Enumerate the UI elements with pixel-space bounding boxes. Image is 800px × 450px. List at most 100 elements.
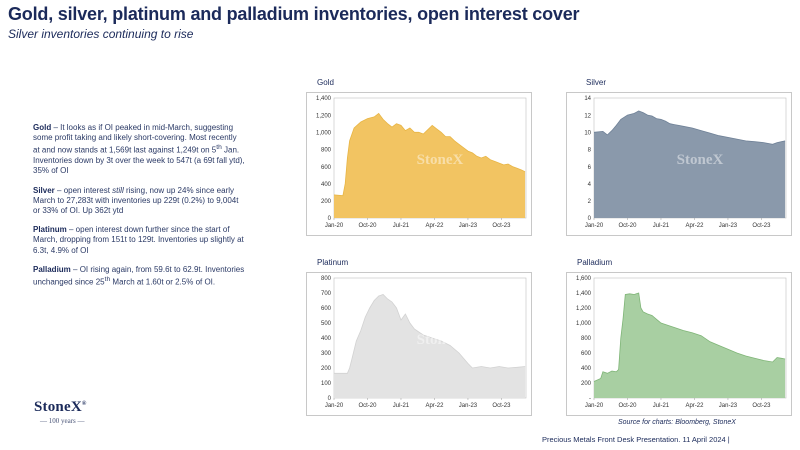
- gold-ytick-label: 800: [321, 148, 332, 154]
- platinum-xtick-label: Jan-23: [459, 403, 478, 409]
- platinum-ytick-label: 400: [321, 336, 332, 342]
- gold-xtick-label: Jan-23: [459, 223, 478, 229]
- palladium-area: [594, 293, 786, 398]
- silver-ytick-label: 12: [584, 113, 591, 119]
- palladium-ytick-label: 1,200: [576, 306, 592, 312]
- gold-area: [334, 113, 526, 218]
- silver-label: Silver: [33, 185, 55, 195]
- page-title: Gold, silver, platinum and palladium inv…: [8, 4, 580, 24]
- gold-watermark: StoneX: [417, 152, 464, 168]
- gold-xtick-label: Jan-20: [325, 223, 344, 229]
- logo-trademark: ®: [81, 401, 87, 407]
- silver-chart-svg: 0 2 4 6 8 10 12 14 Jan-20 Oct-20 Jul-21 Apr-22 Jan-2…: [566, 92, 792, 236]
- gold-label: Gold: [33, 123, 52, 132]
- gold-ytick-label: 1,200: [316, 113, 332, 119]
- platinum-chart-title: Platinum: [317, 258, 349, 267]
- source-note: Source for charts: Bloomberg, StoneX: [618, 419, 736, 426]
- silver-xtick-label: Jan-23: [719, 223, 738, 229]
- gold-ytick-label: 400: [321, 182, 332, 188]
- platinum-ytick-label: 700: [321, 291, 332, 297]
- palladium-ytick-label: 1,600: [576, 276, 592, 282]
- silver-xtick-label: Apr-22: [685, 223, 704, 229]
- platinum-ytick-label: 600: [321, 306, 332, 312]
- silver-text-1: – open interest: [54, 185, 113, 195]
- silver-ytick-label: 6: [588, 165, 592, 171]
- silver-commentary: Silver – open interest still rising, now…: [33, 186, 245, 217]
- platinum-line: [334, 294, 526, 374]
- gold-chart-title: Gold: [317, 78, 334, 87]
- gold-chart-svg: 0 200 400 600 800 1,000 1,200 1,400 Jan-20 Oct-20…: [306, 92, 532, 236]
- platinum-label: Platinum: [33, 225, 67, 235]
- palladium-line: [593, 292, 786, 382]
- palladium-label: Palladium: [33, 264, 71, 274]
- gold-ytick-label: 1,400: [316, 96, 332, 102]
- silver-ytick-label: 8: [588, 148, 592, 154]
- palladium-chart-title: Palladium: [577, 258, 613, 267]
- silver-xtick-label: Jan-20: [585, 223, 604, 229]
- silver-line: [593, 110, 786, 145]
- silver-ytick-label: 10: [584, 130, 591, 136]
- platinum-xtick-label: Jan-20: [325, 403, 344, 409]
- platinum-chart: 0 100 200 300 400 500 600 700 800 Jan-20 Oct-20 Jul…: [306, 272, 532, 416]
- commentary-panel: Gold – It looks as if OI peaked in mid-M…: [33, 123, 245, 297]
- silver-text-2: rising, now up 24% since early March to …: [33, 185, 239, 216]
- silver-xtick-label: Oct-23: [752, 223, 771, 229]
- palladium-ytick-label: -: [589, 396, 591, 402]
- platinum-watermark: StoneX: [417, 332, 464, 348]
- platinum-ytick-label: 500: [321, 321, 332, 327]
- platinum-ytick-label: 100: [321, 381, 332, 387]
- gold-ytick-label: 200: [321, 199, 332, 205]
- platinum-ytick-label: 300: [321, 351, 332, 357]
- palladium-xtick-label: Jan-20: [585, 403, 604, 409]
- silver-chart: 0 2 4 6 8 10 12 14 Jan-20 Oct-20 Jul-21 Apr-22 Jan-2…: [566, 92, 792, 236]
- gold-ytick-label: 600: [321, 165, 332, 171]
- palladium-xtick-label: Jul-21: [653, 403, 670, 409]
- silver-ytick-label: 0: [588, 216, 592, 222]
- silver-watermark: StoneX: [677, 152, 724, 168]
- gold-text-2: Jan. Inventories down by 3t over the wee…: [33, 146, 245, 176]
- silver-ytick-label: 14: [584, 96, 591, 102]
- gold-xtick-label: Jul-21: [393, 223, 410, 229]
- silver-xtick-label: Jul-21: [653, 223, 670, 229]
- gold-commentary: Gold – It looks as if OI peaked in mid-M…: [33, 123, 245, 177]
- gold-line: [333, 112, 526, 197]
- palladium-xtick-label: Jan-23: [719, 403, 738, 409]
- platinum-ytick-label: 0: [328, 396, 332, 402]
- palladium-chart: - 200 400 600 800 1,000 1,200 1,400 1,600 Jan-20 O…: [566, 272, 792, 416]
- silver-chart-title: Silver: [586, 78, 607, 87]
- palladium-text-1: – OI rising again, from 59.6t to 62.9t. …: [33, 264, 245, 287]
- palladium-chart-svg: - 200 400 600 800 1,000 1,200 1,400 1,600 Jan-20 O…: [566, 272, 792, 416]
- palladium-ytick-label: 800: [581, 336, 592, 342]
- palladium-text-2: March at 1.60t or 2.5% of OI.: [110, 277, 216, 287]
- stonex-logo: StoneX® — 100 years —: [34, 399, 87, 425]
- palladium-sup: th: [104, 276, 111, 284]
- platinum-text-1: – open interest down further since the s…: [33, 225, 244, 255]
- platinum-area: [334, 294, 526, 398]
- palladium-xtick-label: Apr-22: [685, 403, 704, 409]
- platinum-xtick-label: Oct-23: [492, 403, 511, 409]
- platinum-ytick-label: 800: [321, 276, 332, 282]
- palladium-ytick-label: 200: [581, 381, 592, 387]
- gold-sup: th: [216, 144, 222, 152]
- silver-italic: still: [112, 185, 124, 195]
- platinum-xtick-label: Oct-20: [358, 403, 377, 409]
- silver-ytick-label: 2: [588, 199, 592, 205]
- gold-xtick-label: Oct-20: [358, 223, 377, 229]
- gold-xtick-label: Apr-22: [425, 223, 444, 229]
- gold-ytick-label: 1,000: [316, 130, 332, 136]
- footer-text: Precious Metals Front Desk Presentation.…: [542, 435, 730, 444]
- palladium-ytick-label: 1,400: [576, 291, 592, 297]
- palladium-commentary: Palladium – OI rising again, from 59.6t …: [33, 265, 245, 288]
- palladium-ytick-label: 1,000: [576, 321, 592, 327]
- platinum-xtick-label: Apr-22: [425, 403, 444, 409]
- silver-area: [594, 110, 786, 218]
- palladium-xtick-label: Oct-23: [752, 403, 771, 409]
- gold-ytick-label: 0: [328, 216, 332, 222]
- platinum-chart-svg: 0 100 200 300 400 500 600 700 800 Jan-20 Oct-20 Jul…: [306, 272, 532, 416]
- palladium-ytick-label: 600: [581, 351, 592, 357]
- palladium-xtick-label: Oct-20: [618, 403, 637, 409]
- palladium-ytick-label: 400: [581, 366, 592, 372]
- logo-name: StoneX: [34, 399, 82, 415]
- platinum-xtick-label: Jul-21: [393, 403, 410, 409]
- gold-text-1: – It looks as if OI peaked in mid-March,…: [33, 123, 237, 156]
